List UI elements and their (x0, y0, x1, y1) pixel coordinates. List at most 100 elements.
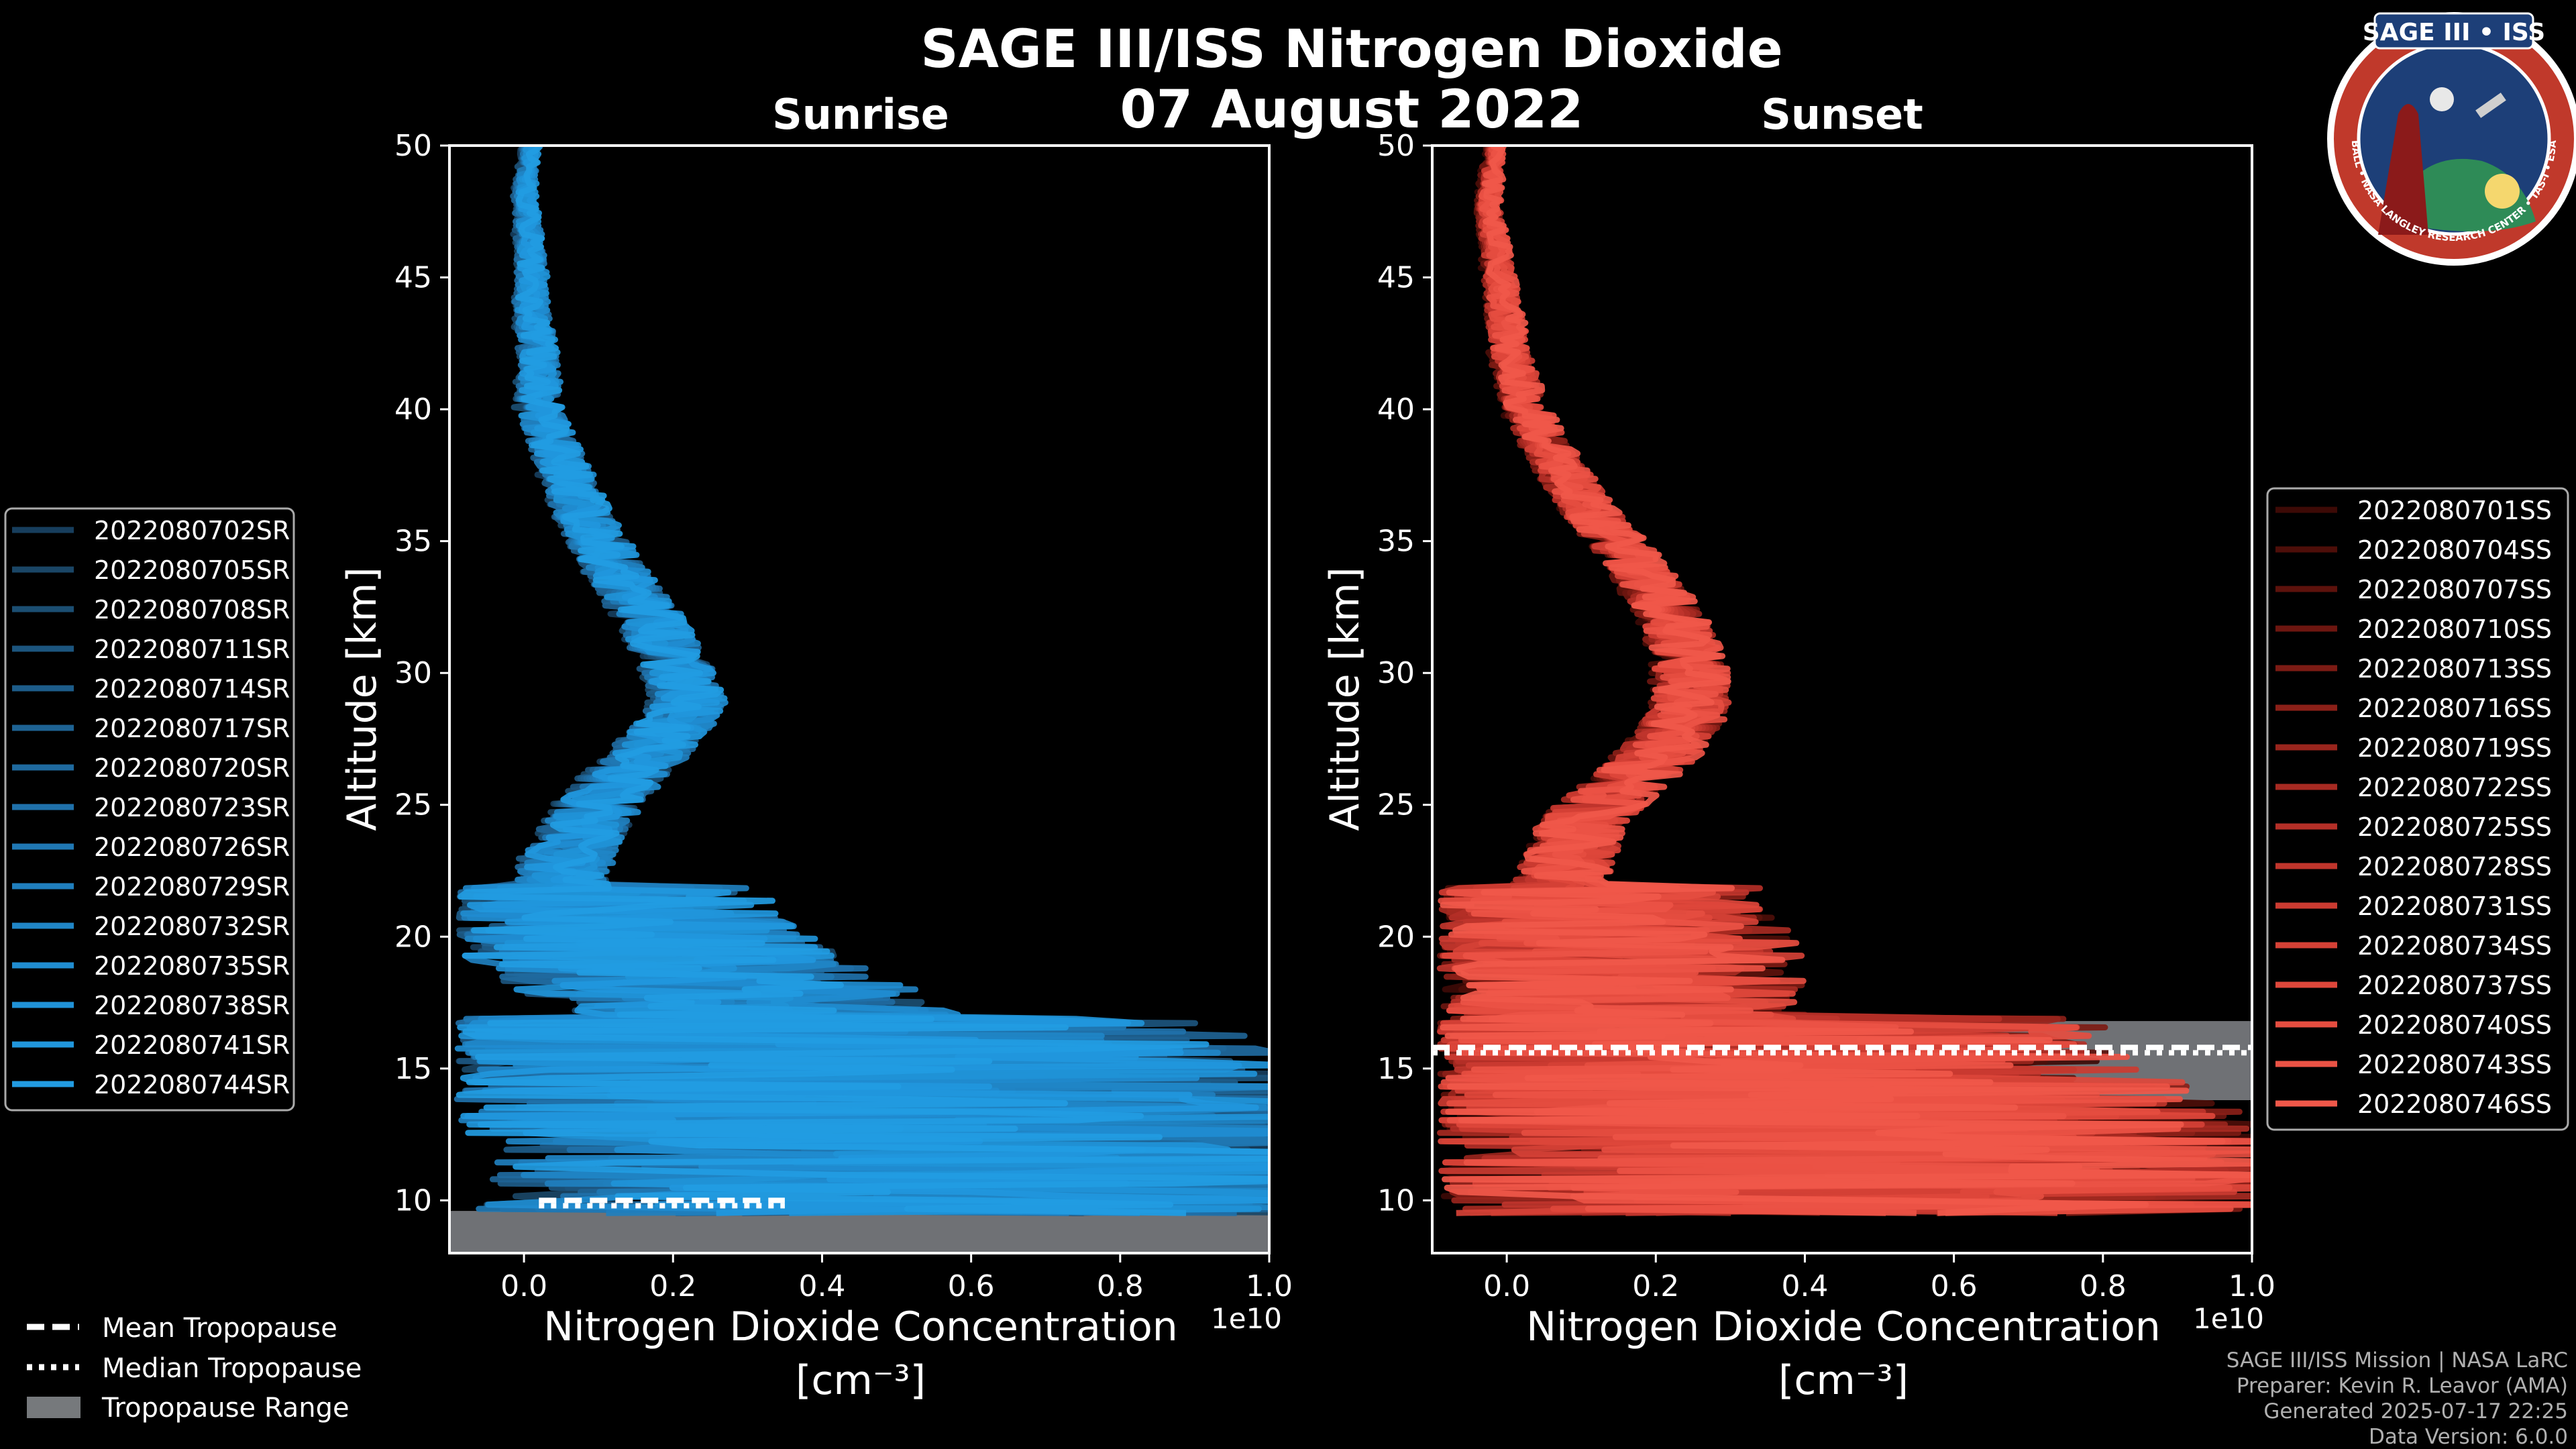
sunrise-y-tick-label: 45 (394, 261, 432, 295)
sunset-x-axis-units: [cm⁻³] (1778, 1357, 1909, 1404)
sunset-legend-label: 2022080716SS (2357, 694, 2552, 723)
sunrise-x-scale-label: 1e10 (1211, 1302, 1282, 1335)
sunrise-legend-label: 2022080711SR (94, 635, 290, 664)
sunset-panel-title: Sunset (1761, 90, 1923, 139)
sunrise-x-tick-label: 0.4 (798, 1269, 845, 1303)
logo-banner (2373, 12, 2534, 50)
sunset-legend-label: 2022080737SS (2357, 971, 2552, 1000)
sunset-legend-label: 2022080728SS (2357, 852, 2552, 881)
logo-text: SAGE III • ISS (2363, 19, 2545, 46)
sunset-legend: 2022080701SS 2022080704SS 2022080707SS 2022… (2266, 487, 2569, 1131)
sunrise-axis-ticks: 0.0 0.2 0.4 0.6 0.8 1.0 10 15 20 25 30 35 40 45 50 (394, 129, 1293, 1303)
sunset-legend-label: 2022080704SS (2357, 535, 2552, 565)
sunset-legend-label: 2022080710SS (2357, 614, 2552, 644)
sunset-x-tick-label: 0.6 (1931, 1269, 1978, 1303)
sunset-profile-2022080746SS (1440, 146, 2252, 1216)
sunset-y-axis-label: Altitude [km] (1322, 567, 1368, 831)
figure-silhouette-icon (2378, 104, 2428, 235)
sunset-axis-ticks: 0.0 0.2 0.4 0.6 0.8 1.0 10 15 20 25 30 35 40 45 50 (1377, 129, 2275, 1303)
sunset-y-tick-label: 20 (1377, 920, 1415, 954)
sunset-legend-label: 2022080734SS (2357, 931, 2552, 961)
sunset-legend-label: 2022080725SS (2357, 812, 2552, 842)
sunrise-profile-2022080744SR (455, 146, 1269, 1216)
sunset-y-tick-label: 15 (1377, 1052, 1415, 1086)
sunrise-y-tick-label: 10 (394, 1183, 432, 1218)
sunset-legend-label: 2022080707SS (2357, 575, 2552, 604)
sunrise-x-tick-label: 0.8 (1097, 1269, 1144, 1303)
sunrise-legend-label: 2022080732SR (94, 912, 290, 941)
sunrise-tropopause-range (449, 1211, 1269, 1253)
sunset-legend-label: 2022080740SS (2357, 1010, 2552, 1040)
sunset-legend-label: 2022080719SS (2357, 733, 2552, 763)
sunset-y-tick-label: 30 (1377, 656, 1415, 690)
sunrise-y-tick-label: 25 (394, 788, 432, 822)
mission-logo: SAGE III • ISS BALL • NASA LANGLEY RESEA… (2327, 12, 2576, 266)
sun-icon (2485, 174, 2520, 209)
sunrise-legend-label: 2022080702SR (94, 516, 290, 545)
sunrise-legend-label: 2022080741SR (94, 1030, 290, 1060)
sunrise-legend-box (4, 507, 295, 1112)
sunrise-x-tick-label: 0.0 (500, 1269, 547, 1303)
tropopause-legend: Mean Tropopause Median Tropopause Tropop… (27, 1313, 362, 1424)
sunrise-y-tick-label: 30 (394, 656, 432, 690)
sunset-x-scale-label: 1e10 (2193, 1302, 2264, 1335)
sunrise-legend-label: 2022080723SR (94, 793, 290, 822)
sunset-x-tick-label: 0.4 (1781, 1269, 1828, 1303)
sunset-x-tick-label: 0.2 (1632, 1269, 1679, 1303)
credit-data-version: Data Version: 6.0.0 (2369, 1425, 2568, 1449)
sunset-legend-label: 2022080731SS (2357, 892, 2552, 921)
sunrise-legend-label: 2022080726SR (94, 833, 290, 862)
sunset-legend-label: 2022080713SS (2357, 654, 2552, 684)
sunset-legend-label: 2022080743SS (2357, 1050, 2552, 1079)
sunrise-y-tick-label: 20 (394, 920, 432, 954)
sunrise-y-tick-label: 50 (394, 129, 432, 163)
sunset-y-tick-label: 25 (1377, 788, 1415, 822)
credits: SAGE III/ISS Mission | NASA LaRC Prepare… (2226, 1348, 2568, 1449)
sunrise-panel: 0.0 0.2 0.4 0.6 0.8 1.0 10 15 20 25 30 35 40 45 50 1e1… (339, 129, 1293, 1404)
sunrise-legend-label: 2022080714SR (94, 674, 290, 704)
sunrise-legend-label: 2022080729SR (94, 872, 290, 902)
figure-date: 07 August 2022 (1120, 80, 1584, 140)
tropopause-range-label: Tropopause Range (101, 1393, 350, 1424)
sunrise-x-tick-label: 0.6 (948, 1269, 995, 1303)
sunrise-y-tick-label: 40 (394, 392, 432, 427)
sunset-legend-label: 2022080722SS (2357, 773, 2552, 802)
credit-mission: SAGE III/ISS Mission | NASA LaRC (2226, 1348, 2568, 1373)
sunrise-x-tick-label: 1.0 (1246, 1269, 1293, 1303)
sunset-legend-label: 2022080701SS (2357, 496, 2552, 525)
sunset-y-tick-label: 35 (1377, 525, 1415, 559)
sunset-legend-label: 2022080746SS (2357, 1089, 2552, 1119)
sunrise-x-axis-label: Nitrogen Dioxide Concentration (543, 1303, 1178, 1350)
sunrise-y-tick-label: 35 (394, 525, 432, 559)
sunset-y-tick-label: 50 (1377, 129, 1415, 163)
sunset-axes-frame (1431, 144, 2253, 1254)
credit-generated: Generated 2025-07-17 22:25 (2263, 1399, 2568, 1424)
sunset-y-tick-label: 40 (1377, 392, 1415, 427)
sunrise-legend-label: 2022080735SR (94, 951, 290, 981)
sunrise-plot-area (449, 146, 1269, 1253)
credit-preparer: Preparer: Kevin R. Leavor (AMA) (2237, 1374, 2568, 1398)
sunrise-x-axis-units: [cm⁻³] (796, 1357, 926, 1404)
sunrise-x-tick-label: 0.2 (649, 1269, 696, 1303)
median-tropopause-label: Median Tropopause (102, 1353, 362, 1384)
sunrise-legend-label: 2022080717SR (94, 714, 290, 743)
sunset-plot-area (1432, 146, 2252, 1216)
satellite-icon (2475, 93, 2506, 118)
sunrise-legend-label: 2022080708SR (94, 595, 290, 625)
sunrise-legend-label: 2022080705SR (94, 555, 290, 585)
sunrise-y-tick-label: 15 (394, 1052, 432, 1086)
sunset-y-tick-label: 45 (1377, 261, 1415, 295)
sunrise-axes-frame (448, 144, 1271, 1254)
sunrise-legend-label: 2022080744SR (94, 1070, 290, 1099)
mean-tropopause-label: Mean Tropopause (102, 1313, 337, 1344)
sunset-x-axis-label: Nitrogen Dioxide Concentration (1526, 1303, 2161, 1350)
tropopause-range-swatch (27, 1397, 80, 1418)
sunrise-legend-items: 2022080702SR 2022080705SR 2022080708SR 2022… (12, 516, 290, 1099)
sunrise-legend-label: 2022080738SR (94, 991, 290, 1020)
sunset-legend-box (2266, 487, 2569, 1131)
sunset-x-tick-label: 0.8 (2080, 1269, 2127, 1303)
moon-icon (2430, 87, 2454, 111)
sunset-x-tick-label: 0.0 (1483, 1269, 1530, 1303)
